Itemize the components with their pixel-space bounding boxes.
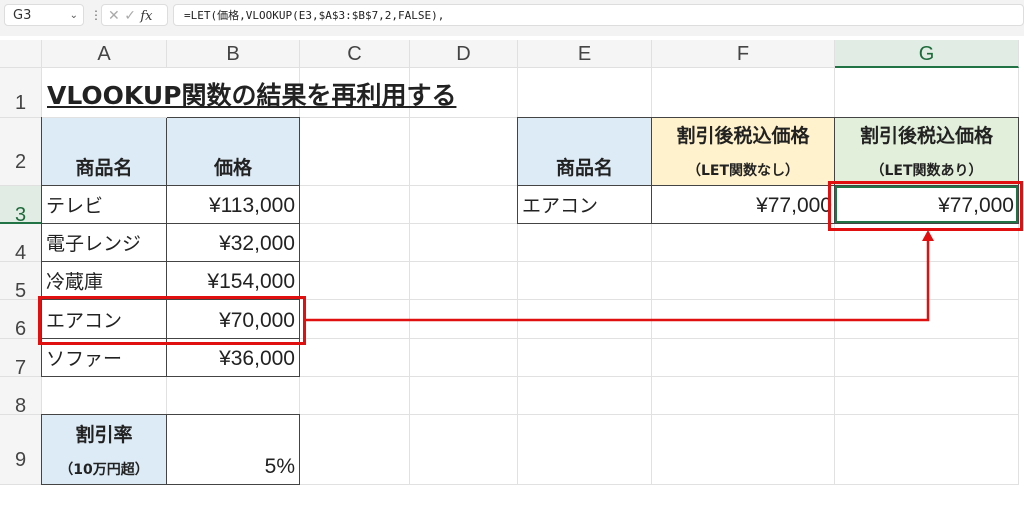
cell-text: ¥77,000 — [938, 194, 1014, 217]
cell-A9[interactable]: 割引率 （10万円超） — [41, 414, 167, 485]
cell-B7[interactable]: ¥36,000 — [166, 338, 300, 377]
cell-G7[interactable] — [835, 339, 1019, 377]
cell-text: エアコン — [522, 195, 599, 217]
cell-text: エアコン — [46, 310, 123, 332]
cell-C2[interactable] — [300, 118, 410, 186]
cell-text: ¥77,000 — [756, 194, 832, 217]
cell-text: ソファー — [46, 348, 123, 370]
cell-C1[interactable] — [300, 68, 410, 118]
row-header-6[interactable]: 6 — [0, 300, 42, 340]
row-header-9[interactable]: 9 — [0, 415, 42, 485]
arrowhead — [922, 230, 934, 241]
cell-text: ¥154,000 — [207, 270, 295, 293]
cell-text: ¥36,000 — [219, 347, 295, 370]
formula-bar: G3 ⌄ ⋮ ✕ ✓ fx =LET(価格,VLOOKUP(E3,$A$3:$B$… — [0, 0, 1024, 36]
cell-F8[interactable] — [652, 377, 835, 415]
cell-F7[interactable] — [652, 339, 835, 377]
cell-D7[interactable] — [410, 339, 518, 377]
cell-C3[interactable] — [300, 186, 410, 224]
cell-F4[interactable] — [652, 224, 835, 262]
column-header-A[interactable]: A — [42, 40, 167, 68]
cell-A1[interactable]: VLOOKUP関数の結果を再利用する — [42, 68, 457, 118]
column-header-F[interactable]: F — [652, 40, 835, 68]
cell-subtext: （LET関数なし） — [686, 163, 800, 179]
more-icon[interactable]: ⋮ — [90, 8, 102, 22]
column-header-E[interactable]: E — [518, 40, 652, 68]
enter-icon[interactable]: ✓ — [124, 8, 136, 24]
name-box-value: G3 — [13, 8, 32, 23]
cell-C8[interactable] — [300, 377, 410, 415]
cell-text: 割引後税込価格 — [859, 125, 993, 147]
cancel-icon[interactable]: ✕ — [108, 8, 120, 24]
arrow-line — [306, 240, 930, 322]
cell-text: ¥32,000 — [219, 232, 295, 255]
cell-D9[interactable] — [410, 415, 518, 485]
highlight-box-a6-b6 — [38, 296, 306, 345]
highlight-arrow — [306, 230, 934, 322]
column-header-C[interactable]: C — [300, 40, 410, 68]
cell-F9[interactable] — [652, 415, 835, 485]
row-header-1[interactable]: 1 — [0, 68, 42, 118]
formula-input[interactable]: =LET(価格,VLOOKUP(E3,$A$3:$B$7,2,FALSE), — [173, 4, 1024, 26]
column-header-G[interactable]: G — [835, 40, 1019, 68]
cell-text: 5% — [264, 455, 295, 478]
cell-text: 価格 — [213, 157, 252, 179]
cell-text: 商品名 — [555, 157, 613, 179]
cell-F5[interactable] — [652, 262, 835, 300]
cell-G6[interactable] — [835, 300, 1019, 339]
chevron-down-icon[interactable]: ⌄ — [69, 10, 78, 21]
cell-subtext: （10万円超） — [59, 462, 149, 478]
highlight-box-g3 — [828, 181, 1023, 231]
cell-text: 割引後税込価格 — [676, 125, 810, 147]
row-header-7[interactable]: 7 — [0, 339, 42, 379]
cell-text: ¥113,000 — [208, 194, 295, 217]
select-all-corner[interactable] — [0, 40, 42, 68]
cell-text: 割引率 — [75, 424, 133, 446]
cell-B9[interactable]: 5% — [166, 414, 300, 485]
cell-C9[interactable] — [300, 415, 410, 485]
cell-text: テレビ — [46, 195, 104, 217]
cell-E5[interactable] — [518, 262, 652, 300]
cell-text: ¥70,000 — [219, 309, 295, 332]
row-header-3[interactable]: 3 — [0, 186, 42, 226]
cell-D4[interactable] — [410, 224, 518, 262]
cell-D1[interactable] — [410, 68, 518, 118]
cell-text: 商品名 — [75, 157, 133, 179]
cell-G3[interactable]: ¥77,000 — [834, 185, 1019, 224]
cell-text: 電子レンジ — [46, 233, 142, 255]
cell-text: VLOOKUP関数の結果を再利用する — [47, 81, 457, 110]
cell-subtext: （LET関数あり） — [870, 163, 983, 179]
row-header-8[interactable]: 8 — [0, 377, 42, 417]
cell-D8[interactable] — [410, 377, 518, 415]
cell-E4[interactable] — [518, 224, 652, 262]
row-header-5[interactable]: 5 — [0, 262, 42, 302]
column-header-D[interactable]: D — [410, 40, 518, 68]
cell-E7[interactable] — [518, 339, 652, 377]
cell-C5[interactable] — [300, 262, 410, 300]
column-header-B[interactable]: B — [167, 40, 300, 68]
name-box[interactable]: G3 ⌄ — [4, 4, 84, 26]
cell-G2[interactable]: 割引後税込価格 （LET関数あり） — [834, 117, 1019, 186]
cell-G9[interactable] — [835, 415, 1019, 485]
cell-D5[interactable] — [410, 262, 518, 300]
row-header-2[interactable]: 2 — [0, 118, 42, 186]
cell-C4[interactable] — [300, 224, 410, 262]
cell-E9[interactable] — [518, 415, 652, 485]
cell-G8[interactable] — [835, 377, 1019, 415]
cell-C7[interactable] — [300, 339, 410, 377]
cell-E8[interactable] — [518, 377, 652, 415]
cell-text: 冷蔵庫 — [46, 271, 104, 293]
cell-F2[interactable]: 割引後税込価格 （LET関数なし） — [651, 117, 835, 186]
insert-function-icon[interactable]: fx — [140, 9, 153, 24]
formula-buttons: ✕ ✓ fx — [101, 4, 168, 26]
row-header-4[interactable]: 4 — [0, 224, 42, 264]
